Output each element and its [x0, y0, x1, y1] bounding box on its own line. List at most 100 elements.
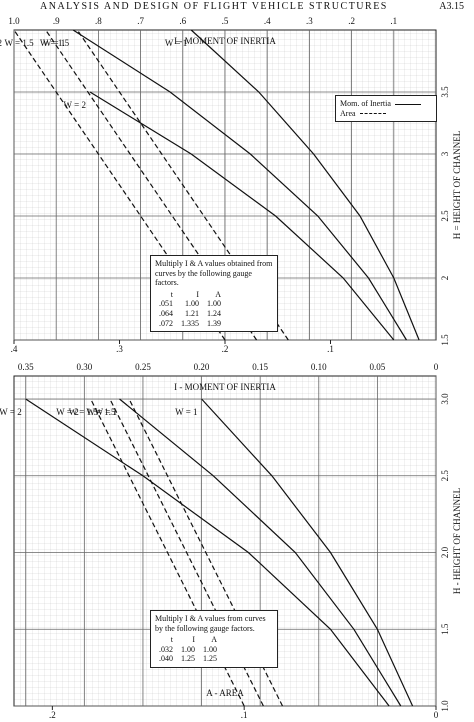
series-line	[190, 29, 420, 341]
x-tick-label: 1.0	[440, 700, 450, 712]
y-tick-label: .3	[306, 16, 313, 26]
y-tick-label: .5	[222, 16, 229, 26]
x-tick-label: 2	[440, 276, 450, 281]
series-label: W = 1	[165, 38, 187, 48]
gauge-cell: 1.25	[203, 654, 217, 664]
gauge-cell: 1.00	[203, 644, 217, 654]
series-label: W = 2	[56, 407, 78, 417]
y-tick-label: .8	[95, 16, 102, 26]
series-label: W = 1	[95, 407, 117, 417]
gauge-cell: 1.00	[185, 299, 199, 309]
x-tick-label: 2.5	[440, 470, 450, 482]
gauge-cell: .072	[159, 318, 173, 328]
gauge-table: t I A .051 1.00 1.00 .064 1.21 1.24 .072 1.335 1.39	[155, 290, 225, 328]
legend: Mom. of Inertia Area	[335, 95, 437, 123]
series-line	[119, 398, 402, 707]
series-line	[13, 29, 226, 341]
gauge-header: A	[211, 635, 217, 645]
gauge-cell: .032	[159, 644, 173, 654]
series-line	[201, 398, 414, 707]
gauge-row: .051 1.00 1.00	[155, 299, 225, 309]
x-tick-label: 2.0	[440, 546, 450, 558]
page-number: A3.15	[439, 1, 464, 12]
y-tick-label: .9	[53, 16, 60, 26]
series-label: W = 1	[43, 38, 65, 48]
y2-tick-label: .1	[327, 344, 334, 354]
gauge-header: I	[196, 289, 199, 299]
series-label: W = 2	[0, 407, 22, 417]
x-tick-label: 3.0	[440, 393, 450, 405]
x-tick-label: 1.5	[440, 623, 450, 635]
x-tick-label: 2.5	[440, 210, 450, 222]
y-tick-label: 1.0	[8, 16, 20, 26]
gauge-cell: 1.25	[181, 654, 195, 664]
x-axis-title: H = HEIGHT OF CHANNEL	[452, 131, 462, 239]
legend-swatch	[359, 113, 386, 115]
y2-tick-label: 0	[434, 710, 439, 720]
legend-label: Mom. of Inertia	[340, 99, 391, 108]
y-tick-label: 0.15	[252, 362, 268, 372]
series-label: W = 2	[0, 38, 2, 48]
gauge-note: Multiply I & A values from curves by the…	[155, 614, 266, 633]
gauge-header: I	[192, 635, 195, 645]
legend-entry: Area	[340, 109, 432, 119]
y-axis-title: I - MOMENT OF INERTIA	[174, 382, 276, 392]
gauge-cell: .051	[159, 299, 173, 309]
plot: 1.5 2 2.5 3 3.5 .1 .2 .3 .4 .5 .6 .7 .8 .9 1.0 .1 .2 .3 .4…	[0, 16, 462, 354]
series-label: W = 1.5	[69, 407, 99, 417]
y-tick-label: 0.20	[194, 362, 210, 372]
y-tick-label: .7	[137, 16, 144, 26]
gauge-row: .072 1.335 1.39	[155, 319, 225, 329]
series-label: W = 2	[64, 100, 86, 110]
y-tick-label: .6	[179, 16, 186, 26]
series-line	[76, 29, 289, 341]
gauge-factor-box: Multiply I & A values from curves by the…	[150, 610, 278, 668]
gauge-table: t I A .032 1.00 1.00 .040 1.25 1.25	[155, 635, 221, 664]
y2-axis-title: A - AREA	[206, 688, 244, 698]
gauge-cell: 1.00	[181, 644, 195, 654]
x-axis-title: H - HEIGHT OF CHANNEL	[452, 488, 462, 594]
y-tick-label: 0.10	[311, 362, 327, 372]
series-line	[89, 91, 395, 341]
gauge-row: .064 1.21 1.24	[155, 309, 225, 319]
gauge-header: t	[170, 635, 173, 645]
legend-entry: Mom. of Inertia	[340, 99, 432, 109]
y-tick-label: 0.05	[370, 362, 386, 372]
gauge-cell: 1.00	[207, 299, 221, 309]
y-axis-title: I - MOMENT OF INERTIA	[174, 36, 276, 46]
gauge-cell: 1.21	[185, 308, 199, 318]
x-tick-label: 3	[440, 151, 450, 156]
y-tick-label: 0.35	[18, 362, 34, 372]
y-tick-label: .2	[348, 16, 355, 26]
y2-tick-label: .1	[241, 710, 248, 720]
series-line	[72, 29, 408, 341]
series-line	[45, 29, 258, 341]
y-tick-label: 0.25	[135, 362, 151, 372]
series-label: W = 1.5	[40, 38, 70, 48]
gauge-header: t	[170, 289, 173, 299]
gauge-note: Multiply I & A values obtained from curv…	[155, 259, 273, 288]
x-tick-label: 3.5	[440, 86, 450, 98]
series-label: W = 1.5	[86, 407, 116, 417]
y-tick-label: 0.30	[76, 362, 92, 372]
gauge-cell: 1.24	[207, 308, 221, 318]
series-label: W = 1.5	[4, 38, 34, 48]
y-tick-label: .4	[264, 16, 271, 26]
gauge-factor-box: Multiply I & A values obtained from curv…	[150, 255, 278, 333]
y2-tick-label: .2	[222, 344, 229, 354]
legend-label: Area	[340, 108, 356, 118]
y-tick-label: 0	[434, 362, 439, 372]
gauge-row: .032 1.00 1.00	[155, 645, 221, 655]
gauge-row: .040 1.25 1.25	[155, 654, 221, 664]
x-tick-label: 1.5	[440, 334, 450, 346]
gauge-cell: 1.335	[181, 318, 199, 328]
gauge-cell: 1.39	[207, 318, 221, 328]
series-line	[25, 398, 390, 707]
plot: 1.0 1.5 2.0 2.5 3.0 0 0.05 0.10 0.15 0.20 0.25 0.30…	[0, 362, 462, 720]
series-label: W = 1	[175, 407, 197, 417]
legend-swatch	[394, 103, 421, 105]
